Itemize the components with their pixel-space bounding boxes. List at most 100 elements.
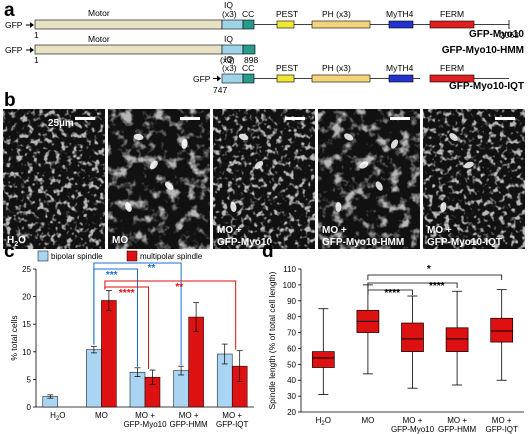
gfp-label: GFP	[5, 45, 23, 55]
iq-count-label: (x3)	[220, 55, 235, 65]
cell-texture	[108, 109, 210, 249]
bar	[101, 300, 117, 408]
cc-domain	[242, 73, 255, 84]
significance-bracket	[367, 274, 503, 280]
scale-bar	[495, 117, 515, 120]
category-tick-label: MO +	[179, 411, 199, 420]
construct-name-label: GFP-Myo10-HMM	[442, 45, 524, 56]
y-axis-title: % total cells	[9, 315, 19, 360]
pest-domain	[276, 74, 295, 83]
scale-bar-label: 25µm	[48, 118, 74, 129]
myth4-domain	[388, 20, 414, 29]
iq-domain	[221, 19, 244, 30]
category-tick-label: GFP-IQT	[216, 420, 249, 429]
iq-domain	[221, 44, 244, 55]
motor-label: Motor	[88, 34, 110, 44]
bar	[86, 349, 102, 408]
condition-label: GFP-Myo10-HMM	[322, 237, 404, 248]
condition-label: MO	[112, 235, 128, 246]
significance-label: ****	[429, 281, 445, 292]
significance-bracket	[367, 282, 458, 288]
spindle-signal	[254, 161, 264, 169]
category-tick-label: MO	[95, 411, 108, 420]
category-tick-label: MO +	[447, 416, 467, 425]
ferm-domain	[429, 20, 475, 29]
category-tick-label: H2O	[50, 411, 65, 422]
motor-label: Motor	[88, 8, 110, 18]
y-tick-label: 15	[22, 320, 31, 329]
spindle-signal	[390, 139, 399, 149]
myth4-label: MyTH4	[386, 63, 414, 73]
iq-label: IQ	[224, 34, 233, 44]
pest-domain	[276, 20, 295, 29]
motor-domain	[34, 19, 223, 30]
ferm-label: FERM	[440, 63, 464, 73]
y-tick-label: 20	[287, 408, 296, 417]
condition-label: GFP-Myo10-IQT	[427, 237, 502, 248]
y-tick-label: 80	[287, 313, 296, 322]
y-tick-label: 0	[27, 403, 32, 412]
ph-label: PH (x3)	[322, 9, 351, 19]
spindle-signal	[164, 182, 174, 190]
gfp-arrow-head	[217, 75, 221, 82]
category-tick-label: GFP-IQT	[485, 425, 518, 434]
myth4-label: MyTH4	[386, 9, 414, 19]
bar	[129, 371, 146, 408]
myth4-domain	[388, 74, 414, 83]
spindle-signal	[181, 139, 188, 149]
significance-bracket	[104, 280, 237, 350]
scale-bar	[390, 117, 410, 120]
category-tick-label: GFP-Myo10	[123, 420, 167, 429]
y-tick-label: 25	[22, 265, 31, 274]
y-tick-label: 60	[287, 344, 296, 353]
category-tick-label: MO +	[492, 416, 512, 425]
bar-chart: 0 5 10 15 20 25 % total cells H2O MO MO + GFP-Myo1…	[9, 250, 254, 429]
condition-label: H2O	[7, 235, 26, 248]
box	[490, 317, 514, 343]
y-tick-label: 70	[287, 329, 296, 338]
panel-letter-a: a	[4, 0, 15, 21]
category-tick-label: MO +	[403, 416, 423, 425]
scale-bar	[285, 117, 305, 120]
gfp-arrow-head	[30, 22, 34, 28]
cc-label: CC	[242, 9, 254, 19]
significance-bracket	[93, 262, 182, 366]
significance-label: ****	[384, 288, 400, 299]
ph-label: PH (x3)	[322, 63, 351, 73]
end-residue-label: 2063	[500, 30, 519, 40]
box	[445, 327, 469, 352]
ph-domain	[311, 20, 371, 29]
y-tick-label: 5	[27, 375, 32, 384]
pest-label: PEST	[276, 9, 298, 19]
box	[401, 322, 424, 352]
condition-label: GFP-Myo10	[217, 237, 272, 248]
y-tick-label: 50	[287, 360, 296, 369]
spindle-signal	[335, 202, 342, 212]
iq-count-label: (x3)	[222, 9, 237, 19]
legend-label: multipolar spindle	[140, 252, 203, 261]
start-residue-label: 1	[34, 30, 39, 40]
significance-label: ***	[106, 270, 118, 281]
legend-label: bipolar spindle	[51, 252, 103, 261]
construct-name-label: GFP-Myo10	[469, 29, 524, 40]
significance-label: **	[175, 282, 183, 293]
micrograph-panel	[213, 109, 315, 249]
legend-swatch	[37, 250, 49, 262]
significance-label: **	[148, 263, 156, 274]
category-tick-label: GFP-HMM	[438, 425, 477, 434]
y-tick-label: 20	[22, 293, 31, 302]
cc-domain	[242, 44, 256, 55]
spindle-signal	[149, 160, 158, 170]
y-tick-label: 110	[283, 265, 296, 274]
spindle-signal	[230, 202, 237, 212]
box-plot: 20 30 40 50 60 70 80 90 100 110 Spindle length (% …	[267, 264, 524, 434]
scale-bar	[75, 117, 95, 120]
spindle-signal	[133, 133, 144, 141]
y-tick-label: 10	[22, 348, 31, 357]
micrograph-panel	[318, 109, 420, 249]
panel-letter-d: d	[262, 241, 274, 262]
domain-diagram: GFP Motor IQ (x3) CC PEST PH (x3) MyTH4 FERM 2063…	[5, 0, 524, 95]
cell-texture	[3, 109, 105, 249]
